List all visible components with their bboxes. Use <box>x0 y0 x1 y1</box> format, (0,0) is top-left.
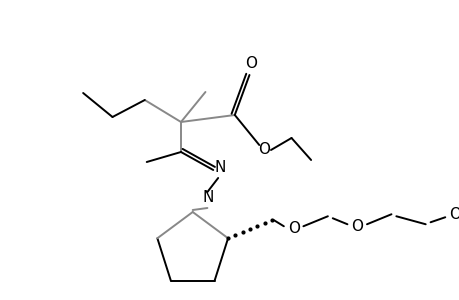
Text: N: N <box>214 160 225 175</box>
Text: N: N <box>202 190 213 206</box>
Text: O: O <box>287 221 299 236</box>
Text: O: O <box>351 219 363 234</box>
Text: O: O <box>257 142 269 158</box>
Text: O: O <box>245 56 257 70</box>
Text: O: O <box>448 207 459 222</box>
